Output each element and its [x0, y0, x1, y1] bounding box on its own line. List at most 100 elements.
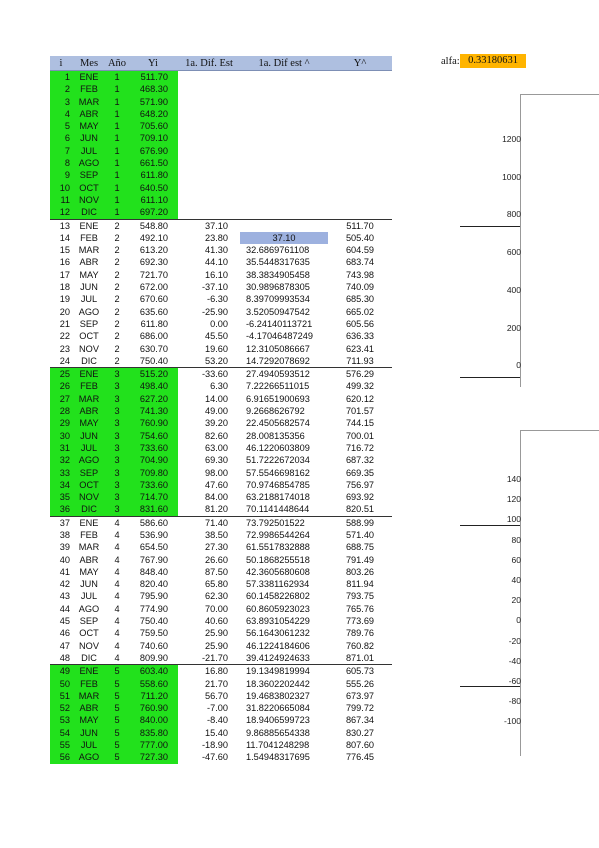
cell-y-hat[interactable]: 799.72 [345, 703, 375, 714]
cell-y-hat[interactable]: 499.32 [345, 381, 375, 392]
cell-i[interactable]: 23 [59, 343, 70, 354]
cell-dif-est-hat[interactable] [240, 145, 328, 157]
cell-dif-est[interactable]: 16.80 [178, 664, 240, 678]
cell-y-hat[interactable]: 716.72 [345, 442, 375, 453]
cell-i[interactable]: 3 [50, 95, 72, 108]
cell-dif-est-hat[interactable]: 38.3834905458 [246, 269, 310, 280]
cell-mes[interactable]: JUN [80, 579, 98, 590]
cell-mes[interactable]: DIC [72, 206, 106, 220]
cell-dif-est-hat[interactable] [240, 71, 328, 84]
cell-dif-est-hat[interactable]: 72.9986544264 [246, 529, 310, 540]
cell-dif-est[interactable]: 39.20 [205, 418, 228, 429]
cell-dif-est[interactable]: 0.00 [210, 318, 228, 329]
cell-yi[interactable]: 733.60 [128, 478, 178, 492]
cell-i[interactable]: 8 [50, 157, 72, 170]
cell-i[interactable]: 44 [59, 603, 70, 614]
cell-dif-est-hat[interactable]: 31.8220665084 [246, 703, 310, 714]
cell-dif-est[interactable]: 47.60 [205, 479, 228, 490]
cell-yi[interactable]: 676.90 [128, 144, 178, 158]
cell-dif-est[interactable]: 70.00 [205, 603, 228, 614]
cell-i[interactable]: 7 [50, 144, 72, 158]
cell-mes[interactable]: ENE [72, 70, 106, 84]
cell-dif-est[interactable]: 6.30 [210, 381, 228, 392]
cell-i[interactable]: 9 [50, 169, 72, 182]
cell-dif-est[interactable] [178, 96, 240, 108]
cell-yi[interactable]: 511.70 [128, 70, 178, 84]
cell-i[interactable]: 1 [50, 70, 72, 84]
cell-yi[interactable]: 515.20 [128, 367, 178, 381]
cell-mes[interactable]: JUL [72, 441, 106, 455]
cell-i[interactable]: 15 [59, 245, 70, 256]
cell-dif-est-hat[interactable]: 73.792501522 [240, 515, 328, 529]
cell-ano[interactable]: 1 [106, 120, 128, 133]
cell-dif-est[interactable] [178, 132, 240, 144]
cell-ano[interactable]: 1 [106, 157, 128, 170]
cell-mes[interactable]: ABR [79, 554, 99, 565]
cell-dif-est-hat[interactable] [240, 132, 328, 144]
cell-yi[interactable]: 571.90 [128, 95, 178, 108]
cell-dif-est[interactable] [178, 194, 240, 206]
cell-i[interactable]: 12 [50, 206, 72, 220]
cell-dif-est-hat[interactable]: 19.4683802327 [246, 690, 310, 701]
cell-ano[interactable]: 2 [114, 257, 120, 268]
cell-dif-est-hat[interactable]: 50.1868255518 [246, 554, 310, 565]
cell-dif-est[interactable]: 23.80 [205, 232, 228, 243]
cell-dif-est[interactable]: 98.00 [205, 467, 228, 478]
cell-yi[interactable]: 558.60 [128, 677, 178, 690]
cell-dif-est[interactable]: 26.60 [205, 554, 228, 565]
cell-mes[interactable]: MAY [72, 417, 106, 430]
cell-i[interactable]: 37 [50, 515, 72, 529]
cell-mes[interactable]: MAY [79, 566, 99, 577]
cell-ano[interactable]: 4 [114, 640, 120, 651]
cell-ano[interactable]: 3 [106, 491, 128, 504]
cell-ano[interactable]: 3 [106, 478, 128, 492]
cell-yi[interactable]: 697.20 [128, 206, 178, 220]
cell-dif-est[interactable]: -6.30 [207, 294, 228, 305]
cell-yi[interactable]: 774.90 [139, 603, 168, 614]
cell-dif-est[interactable]: -21.70 [201, 652, 228, 663]
cell-ano[interactable]: 3 [106, 417, 128, 430]
cell-dif-est-hat[interactable]: 57.5546698162 [246, 467, 310, 478]
cell-yi[interactable]: 548.80 [128, 218, 178, 232]
cell-dif-est-hat[interactable] [240, 96, 328, 108]
cell-yi[interactable]: 611.80 [140, 318, 168, 329]
cell-dif-est-hat[interactable]: 7.22266511015 [246, 381, 310, 392]
cell-mes[interactable]: JUL [72, 144, 106, 158]
cell-dif-est[interactable] [178, 108, 240, 120]
cell-yi[interactable]: 586.60 [128, 515, 178, 529]
cell-mes[interactable]: AGO [72, 751, 106, 764]
cell-dif-est-hat[interactable]: 3.52050947542 [246, 306, 310, 317]
cell-dif-est-hat[interactable]: 6.91651900693 [246, 393, 310, 404]
cell-i[interactable]: 13 [50, 218, 72, 232]
cell-i[interactable]: 21 [59, 318, 70, 329]
cell-mes[interactable]: FEB [72, 83, 106, 96]
cell-dif-est[interactable] [178, 71, 240, 84]
cell-i[interactable]: 31 [50, 441, 72, 455]
cell-yi[interactable]: 714.70 [128, 491, 178, 504]
cell-yi[interactable]: 759.50 [139, 628, 168, 639]
cell-mes[interactable]: OCT [79, 331, 99, 342]
cell-y-hat[interactable]: 791.49 [345, 554, 375, 565]
cell-ano[interactable]: 3 [106, 503, 128, 517]
cell-dif-est[interactable] [178, 120, 240, 132]
cell-mes[interactable]: MAY [79, 269, 99, 280]
cell-i[interactable]: 25 [50, 367, 72, 381]
cell-dif-est[interactable]: 27.30 [205, 542, 228, 553]
cell-ano[interactable]: 3 [106, 392, 128, 406]
cell-ano[interactable]: 1 [106, 132, 128, 145]
cell-dif-est-hat[interactable]: -4.17046487249 [246, 331, 313, 342]
cell-mes[interactable]: NOV [72, 491, 106, 504]
cell-ano[interactable]: 3 [106, 441, 128, 455]
cell-y-hat[interactable]: 765.76 [345, 603, 375, 614]
cell-dif-est[interactable]: 53.20 [205, 355, 228, 366]
cell-dif-est-hat[interactable]: 57.3381162934 [246, 579, 310, 590]
cell-yi[interactable]: 468.30 [128, 83, 178, 96]
cell-dif-est-hat[interactable]: -6.24140113721 [246, 318, 313, 329]
cell-i[interactable]: 43 [59, 591, 70, 602]
cell-dif-est-hat[interactable]: 9.86885654338 [246, 727, 310, 738]
cell-ano[interactable]: 4 [106, 515, 128, 529]
cell-i[interactable]: 5 [50, 120, 72, 133]
cell-ano[interactable]: 1 [106, 95, 128, 108]
cell-dif-est-hat[interactable]: 56.1643061232 [246, 628, 310, 639]
cell-ano[interactable]: 1 [106, 70, 128, 84]
